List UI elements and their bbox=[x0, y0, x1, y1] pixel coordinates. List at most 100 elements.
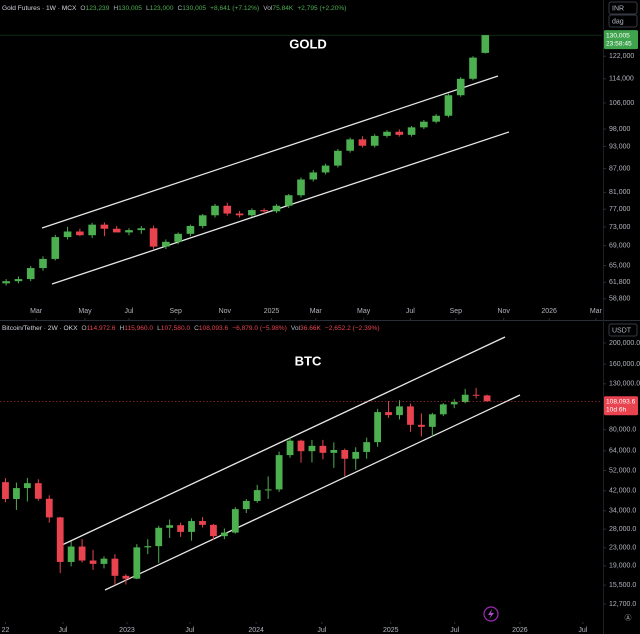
candle-body bbox=[469, 57, 477, 79]
candle-body bbox=[407, 406, 414, 425]
y-tick-label: 64,000.0 bbox=[609, 448, 636, 455]
candle-body bbox=[319, 445, 327, 453]
ohlc-label: H bbox=[113, 5, 118, 12]
candle-body bbox=[188, 521, 195, 532]
candle-body bbox=[67, 546, 75, 562]
candle-body bbox=[330, 449, 338, 453]
y-tick-label: 160,000.0 bbox=[609, 361, 640, 368]
y-tick-label: 52,000.0 bbox=[609, 467, 636, 474]
candle-body bbox=[34, 483, 42, 499]
ohlc-label: C bbox=[194, 325, 199, 332]
candle-body bbox=[428, 414, 436, 427]
candle-body bbox=[395, 131, 404, 135]
x-tick-label: Nov bbox=[497, 308, 510, 315]
x-tick-label: Sep bbox=[169, 308, 182, 315]
candle-body bbox=[223, 205, 232, 214]
unit: dag bbox=[612, 18, 624, 25]
ohlc-value: 123,239 bbox=[86, 5, 110, 12]
candle-body bbox=[23, 483, 31, 489]
x-tick-label: Mar bbox=[30, 308, 43, 315]
candle-body bbox=[396, 406, 403, 416]
ohlc-label: H bbox=[119, 325, 124, 332]
y-tick-label: 87,000 bbox=[609, 165, 631, 172]
price-badge-value: 130,005 bbox=[606, 32, 630, 39]
currency: USDT bbox=[612, 327, 632, 334]
candle-body bbox=[133, 547, 141, 579]
x-tick-label: 2025 bbox=[264, 308, 280, 315]
x-tick-label: Jul bbox=[58, 627, 67, 634]
candle-body bbox=[309, 172, 318, 180]
candle-body bbox=[483, 395, 491, 402]
candle-body bbox=[174, 233, 182, 242]
candle-body bbox=[100, 558, 108, 564]
y-tick-label: 65,000 bbox=[609, 262, 631, 269]
y-tick-label: 114,000 bbox=[609, 76, 634, 83]
x-tick-label: 2024 bbox=[248, 627, 264, 634]
currency-box bbox=[608, 1, 638, 15]
candle-body bbox=[56, 517, 64, 562]
candle-body bbox=[45, 498, 53, 518]
y-tick-label: 98,000 bbox=[609, 126, 631, 133]
ohlc-value: 107,580.0 bbox=[161, 325, 191, 332]
candle-body bbox=[370, 135, 379, 146]
y-tick-label: 80,000.0 bbox=[609, 427, 636, 434]
x-tick-label: Sep bbox=[450, 308, 463, 315]
ohlc-value: 115,960.0 bbox=[124, 325, 153, 332]
candle-body bbox=[198, 215, 207, 227]
auto-scale-button[interactable]: Ⓐ bbox=[625, 614, 632, 622]
volume-change: −2,652.2 (−2.39%) bbox=[325, 325, 380, 332]
volume: 36.66K bbox=[300, 325, 322, 332]
candle-body bbox=[51, 237, 60, 259]
candle-body bbox=[407, 127, 416, 135]
candle-body bbox=[439, 404, 447, 415]
candle-body bbox=[111, 558, 119, 576]
ohlc-value: 130,005 bbox=[118, 5, 142, 12]
y-tick-label: 93,000 bbox=[609, 143, 631, 150]
candle-body bbox=[248, 210, 256, 216]
candle-body bbox=[144, 546, 152, 548]
volume-label: Vol bbox=[263, 5, 273, 12]
candle-body bbox=[352, 451, 360, 459]
candle-body bbox=[2, 281, 10, 284]
candle-body bbox=[456, 78, 465, 96]
y-tick-label: 23,000.0 bbox=[609, 545, 636, 552]
x-tick-label: Jul bbox=[125, 308, 134, 315]
ohlc-value: 108,093.6 bbox=[199, 325, 229, 332]
y-tick-label: 61,800 bbox=[609, 279, 631, 286]
candle-body bbox=[199, 521, 206, 525]
legend-header: Bitcoin/Tether · 2W · OKX O114,972.6 H115,… bbox=[2, 325, 380, 332]
alert-bolt bbox=[488, 609, 494, 619]
candle-body bbox=[308, 445, 316, 452]
gold-channel-upper bbox=[41, 75, 499, 229]
candle-body bbox=[137, 228, 146, 231]
x-tick-label: 22 bbox=[2, 627, 10, 634]
ohlc-value: 123,000 bbox=[150, 5, 174, 12]
candle-body bbox=[286, 440, 294, 456]
candle-body bbox=[149, 228, 158, 247]
x-tick-label: Jul bbox=[578, 627, 587, 634]
x-tick-label: May bbox=[357, 308, 371, 315]
candle-body bbox=[125, 230, 133, 233]
alert-icon[interactable] bbox=[483, 606, 499, 622]
symbol-name: Gold Futures · 1W · MCX bbox=[2, 5, 77, 12]
candle-body bbox=[284, 195, 293, 206]
candle-body bbox=[444, 95, 453, 116]
candle-body bbox=[76, 231, 84, 236]
candle-body bbox=[122, 575, 130, 579]
candle-body bbox=[13, 488, 20, 499]
unit-box bbox=[608, 14, 638, 28]
x-tick-label: Mar bbox=[310, 308, 323, 315]
candle-body bbox=[374, 412, 382, 443]
price-badge-value: 108,093.6 bbox=[606, 399, 636, 406]
y-tick-label: 34,000.0 bbox=[609, 508, 636, 515]
candle-body bbox=[450, 402, 458, 405]
x-tick-label: Nov bbox=[219, 308, 232, 315]
candle-body bbox=[272, 205, 281, 212]
candle-body bbox=[420, 121, 428, 128]
symbol-name: Bitcoin/Tether · 2W · OKX bbox=[2, 325, 78, 332]
x-tick-label: Jul bbox=[406, 308, 415, 315]
candle-body bbox=[63, 231, 72, 238]
candle-body bbox=[211, 205, 219, 216]
candle-body bbox=[100, 224, 109, 229]
y-tick-label: 81,000 bbox=[609, 189, 631, 196]
